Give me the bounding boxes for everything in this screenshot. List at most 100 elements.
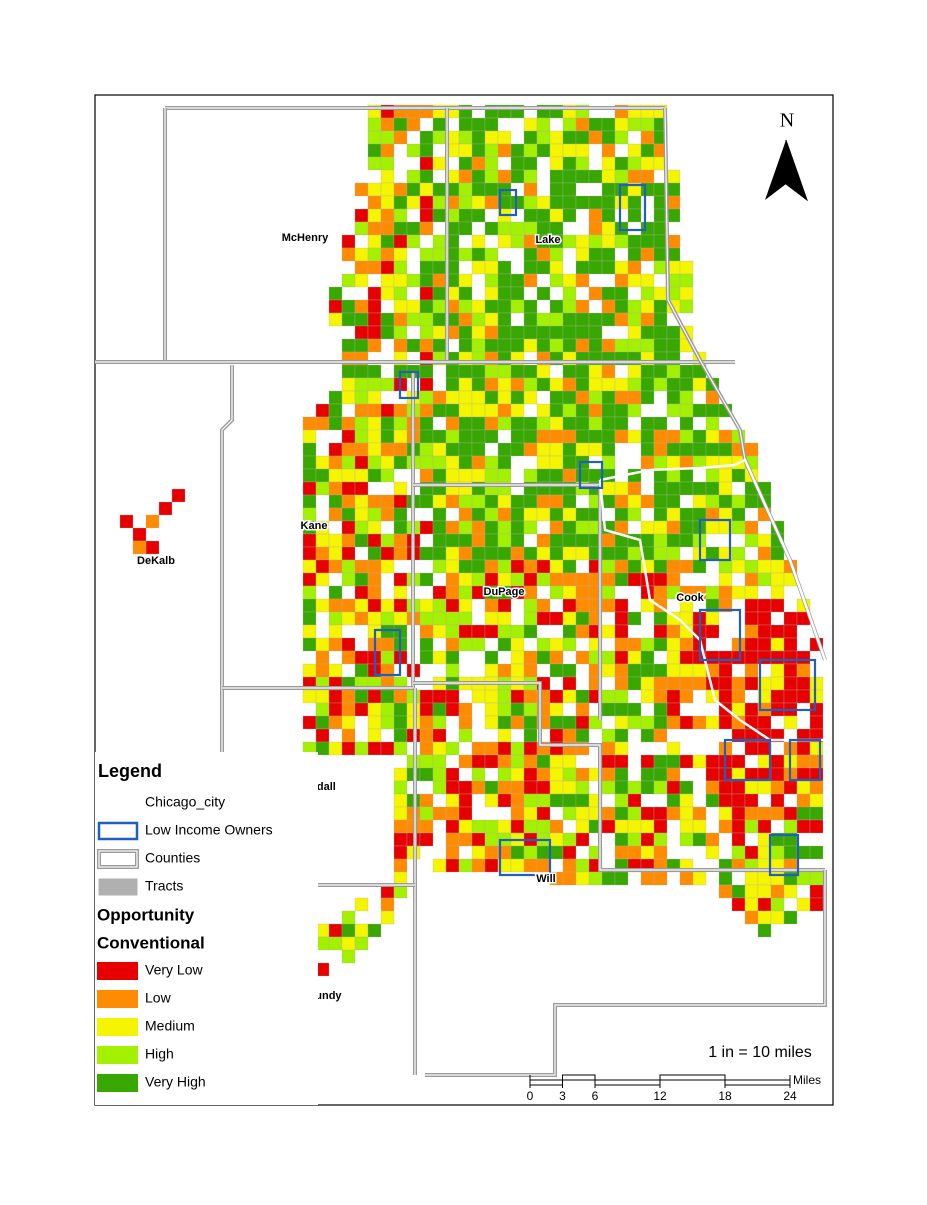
tract bbox=[445, 559, 460, 574]
tract bbox=[432, 754, 447, 769]
legend-swatch bbox=[97, 962, 138, 980]
tract bbox=[575, 624, 590, 639]
tract bbox=[523, 429, 538, 444]
tract bbox=[744, 845, 759, 860]
tract bbox=[783, 637, 798, 652]
tract bbox=[484, 299, 499, 314]
tract bbox=[575, 507, 590, 522]
tract bbox=[497, 559, 512, 574]
tract bbox=[601, 546, 616, 561]
legend-label: Low Income Owners bbox=[145, 822, 273, 838]
tract bbox=[510, 858, 525, 873]
tract bbox=[679, 806, 694, 821]
tract bbox=[419, 143, 434, 158]
tract bbox=[354, 897, 369, 912]
tract bbox=[510, 494, 525, 509]
tract bbox=[354, 260, 369, 275]
tract bbox=[471, 689, 486, 704]
tract bbox=[783, 910, 798, 925]
tract bbox=[783, 884, 798, 899]
tract bbox=[627, 325, 642, 340]
tract bbox=[640, 338, 655, 353]
tract bbox=[354, 429, 369, 444]
tract bbox=[432, 208, 447, 223]
tract bbox=[562, 871, 577, 886]
county-label: Lake bbox=[535, 234, 560, 246]
tract bbox=[315, 689, 330, 704]
tract bbox=[367, 234, 382, 249]
tract bbox=[354, 663, 369, 678]
tract bbox=[302, 689, 317, 704]
tract bbox=[601, 299, 616, 314]
tract bbox=[484, 156, 499, 171]
tract bbox=[445, 442, 460, 457]
tract bbox=[640, 715, 655, 730]
tract bbox=[614, 832, 629, 847]
tract bbox=[536, 637, 551, 652]
tract bbox=[484, 273, 499, 288]
tract bbox=[432, 715, 447, 730]
tract bbox=[367, 247, 382, 262]
tract bbox=[484, 182, 499, 197]
tract bbox=[666, 793, 681, 808]
tract bbox=[783, 845, 798, 860]
legend: Legend Chicago_city Low Income Owners Count… bbox=[95, 752, 318, 1105]
tract bbox=[393, 832, 408, 847]
tract bbox=[445, 858, 460, 873]
tract bbox=[705, 585, 720, 600]
tract bbox=[770, 624, 785, 639]
scale-tick-label: 6 bbox=[592, 1089, 599, 1103]
tract bbox=[419, 494, 434, 509]
tract bbox=[432, 468, 447, 483]
tract bbox=[497, 325, 512, 340]
tract bbox=[484, 286, 499, 301]
tract bbox=[471, 572, 486, 587]
tract bbox=[653, 364, 668, 379]
tract bbox=[510, 377, 525, 392]
tract bbox=[653, 455, 668, 470]
tract bbox=[601, 481, 616, 496]
tract bbox=[445, 741, 460, 756]
tract bbox=[484, 559, 499, 574]
tract bbox=[471, 624, 486, 639]
tract bbox=[393, 247, 408, 262]
tract bbox=[718, 429, 733, 444]
tract bbox=[523, 780, 538, 795]
tract bbox=[627, 247, 642, 262]
tract bbox=[575, 858, 590, 873]
tract bbox=[406, 169, 421, 184]
tract bbox=[627, 845, 642, 860]
tract bbox=[614, 806, 629, 821]
tract bbox=[458, 325, 473, 340]
tract bbox=[367, 559, 382, 574]
tract bbox=[419, 637, 434, 652]
tract bbox=[536, 559, 551, 574]
tract bbox=[497, 364, 512, 379]
tract bbox=[601, 364, 616, 379]
tract bbox=[471, 429, 486, 444]
tract bbox=[757, 910, 772, 925]
tract bbox=[614, 260, 629, 275]
tract bbox=[497, 494, 512, 509]
tract bbox=[796, 676, 811, 691]
tract bbox=[653, 767, 668, 782]
tract bbox=[432, 728, 447, 743]
tract bbox=[562, 559, 577, 574]
tract bbox=[497, 143, 512, 158]
tract bbox=[757, 897, 772, 912]
tract bbox=[328, 455, 343, 470]
tract bbox=[601, 403, 616, 418]
tract bbox=[341, 611, 356, 626]
tract bbox=[406, 143, 421, 158]
tract bbox=[523, 169, 538, 184]
tract bbox=[601, 377, 616, 392]
tract bbox=[523, 260, 538, 275]
tract bbox=[510, 221, 525, 236]
tract bbox=[367, 715, 382, 730]
tract bbox=[809, 806, 824, 821]
tract bbox=[419, 377, 434, 392]
tract bbox=[380, 468, 395, 483]
tract bbox=[432, 650, 447, 665]
tract bbox=[341, 338, 356, 353]
tract bbox=[666, 650, 681, 665]
